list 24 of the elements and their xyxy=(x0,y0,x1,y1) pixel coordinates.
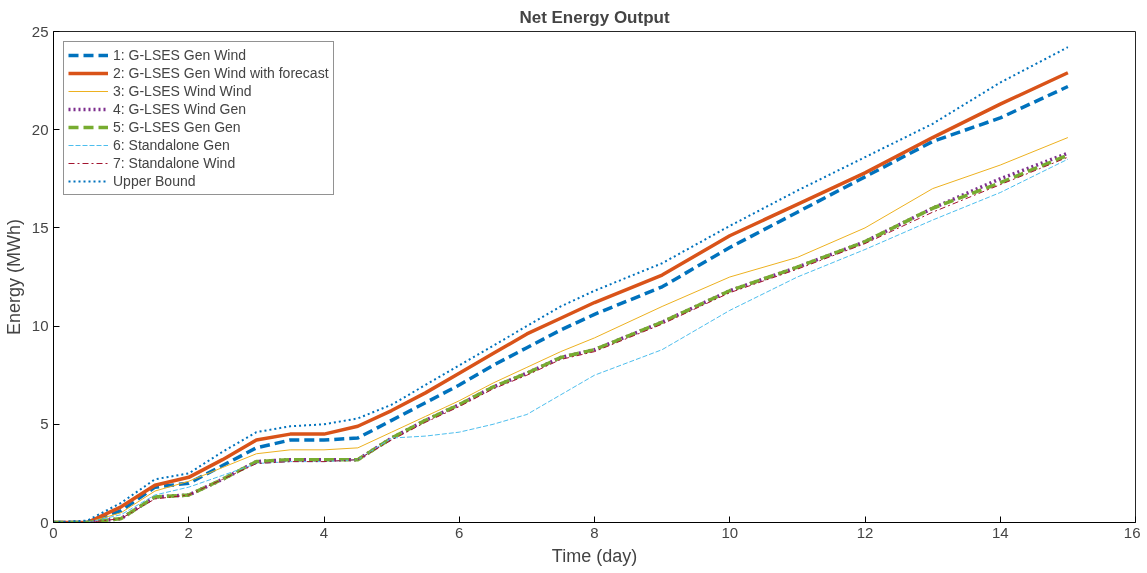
x-tick-label: 10 xyxy=(721,523,739,541)
y-tick-label: 10 xyxy=(31,317,49,335)
x-tick-label: 14 xyxy=(991,523,1009,541)
y-tick-label: 25 xyxy=(31,22,49,40)
legend-label: 4: G-LSES Wind Gen xyxy=(113,100,247,118)
x-tick-label: 12 xyxy=(856,523,874,541)
y-tick-label: 15 xyxy=(31,218,49,236)
legend-label: Upper Bound xyxy=(113,172,196,190)
chart-title: Net Energy Output xyxy=(519,7,670,27)
x-tick-label: 16 xyxy=(1123,523,1141,541)
y-axis-title: Energy (MWh) xyxy=(3,218,24,336)
legend-label: 1: G-LSES Gen Wind xyxy=(113,46,247,64)
x-tick-label: 8 xyxy=(590,523,599,541)
x-tick-label: 2 xyxy=(184,523,193,541)
x-tick-label: 4 xyxy=(319,523,329,541)
x-tick-label: 6 xyxy=(455,523,464,541)
x-axis-title: Time (day) xyxy=(551,545,638,566)
legend-label: 6: Standalone Gen xyxy=(113,136,230,154)
y-tick-label: 20 xyxy=(31,120,49,138)
legend-label: 7: Standalone Wind xyxy=(113,154,236,172)
legend-label: 2: G-LSES Gen Wind with forecast xyxy=(113,64,329,82)
y-tick-label: 5 xyxy=(40,415,49,433)
legend-label: 3: G-LSES Wind Wind xyxy=(113,82,252,100)
legend-label: 5: G-LSES Gen Gen xyxy=(113,118,241,136)
